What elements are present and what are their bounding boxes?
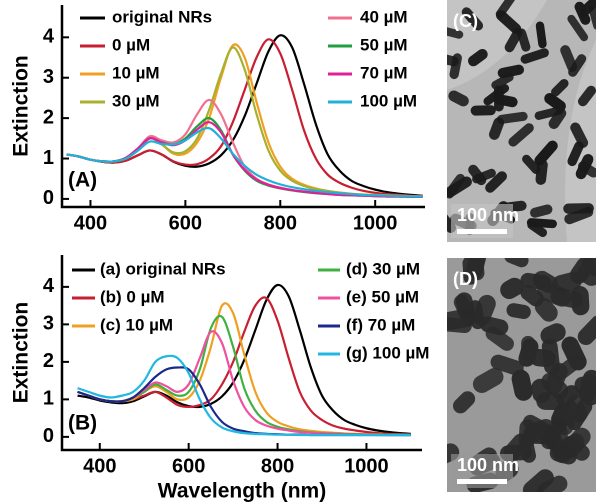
legend-label: (c) 10 µM bbox=[100, 315, 173, 334]
x-axis-title: Wavelength (nm) bbox=[158, 480, 326, 503]
spectrum-line bbox=[78, 356, 411, 435]
nanorod bbox=[494, 85, 504, 111]
y-tick-label: 2 bbox=[43, 106, 54, 128]
legend-label: (e) 50 µM bbox=[346, 287, 419, 306]
y-axis-title: Extinction bbox=[10, 55, 33, 157]
panel-label: (C) bbox=[453, 11, 478, 31]
spectrum-line bbox=[67, 118, 423, 197]
x-tick-label: 1000 bbox=[353, 212, 398, 234]
nanorod bbox=[536, 392, 564, 410]
legend-label: 0 µM bbox=[112, 35, 150, 54]
y-tick-label: 1 bbox=[43, 388, 54, 410]
scale-bar bbox=[457, 229, 507, 234]
x-tick-label: 1000 bbox=[344, 455, 389, 477]
x-tick-label: 400 bbox=[74, 212, 107, 234]
nanorod bbox=[571, 286, 590, 316]
tem-image-c: (C) 100 nm bbox=[436, 0, 596, 242]
panel-label: (D) bbox=[453, 269, 478, 289]
legend-label: (b) 0 µM bbox=[100, 287, 165, 306]
scale-bar-label: 100 nm bbox=[457, 205, 519, 225]
y-tick-label: 1 bbox=[43, 147, 54, 169]
nanorod bbox=[471, 105, 496, 115]
legend-label: 100 µM bbox=[360, 91, 417, 110]
x-tick-label: 400 bbox=[83, 455, 116, 477]
x-tick-label: 800 bbox=[261, 455, 294, 477]
y-tick-label: 3 bbox=[43, 66, 54, 88]
figure: (C) 100 nm (D) 100 nm 0 1 2 3 4 400 600 800 1000 Ex… bbox=[0, 0, 596, 504]
y-tick-label: 2 bbox=[43, 350, 54, 372]
x-tick-label: 600 bbox=[169, 212, 202, 234]
y-tick-label: 3 bbox=[43, 313, 54, 335]
legend-label: 70 µM bbox=[360, 63, 408, 82]
y-tick-label: 0 bbox=[43, 425, 54, 447]
legend-label: (a) original NRs bbox=[100, 259, 226, 278]
scale-bar bbox=[457, 479, 507, 484]
panel-label: (B) bbox=[68, 412, 97, 435]
x-tick-label: 600 bbox=[172, 455, 205, 477]
legend-label: 40 µM bbox=[360, 7, 408, 26]
nanorod bbox=[563, 203, 594, 214]
legend-label: (g) 100 µM bbox=[346, 343, 429, 362]
scale-bar-label: 100 nm bbox=[457, 455, 519, 475]
legend-label: original NRs bbox=[112, 7, 212, 26]
legend-label: 30 µM bbox=[112, 91, 160, 110]
legend-label: 50 µM bbox=[360, 35, 408, 54]
tem-image-d: (D) 100 nm bbox=[432, 245, 596, 502]
legend-label: (f) 70 µM bbox=[346, 315, 415, 334]
x-tick-label: 800 bbox=[264, 212, 297, 234]
y-tick-label: 4 bbox=[43, 275, 55, 297]
y-tick-label: 4 bbox=[43, 26, 55, 48]
y-tick-label: 0 bbox=[43, 187, 54, 209]
legend-label: 10 µM bbox=[112, 63, 160, 82]
y-axis-title: Extinction bbox=[10, 302, 33, 404]
legend-label: (d) 30 µM bbox=[346, 259, 420, 278]
panel-label: (A) bbox=[68, 169, 97, 192]
